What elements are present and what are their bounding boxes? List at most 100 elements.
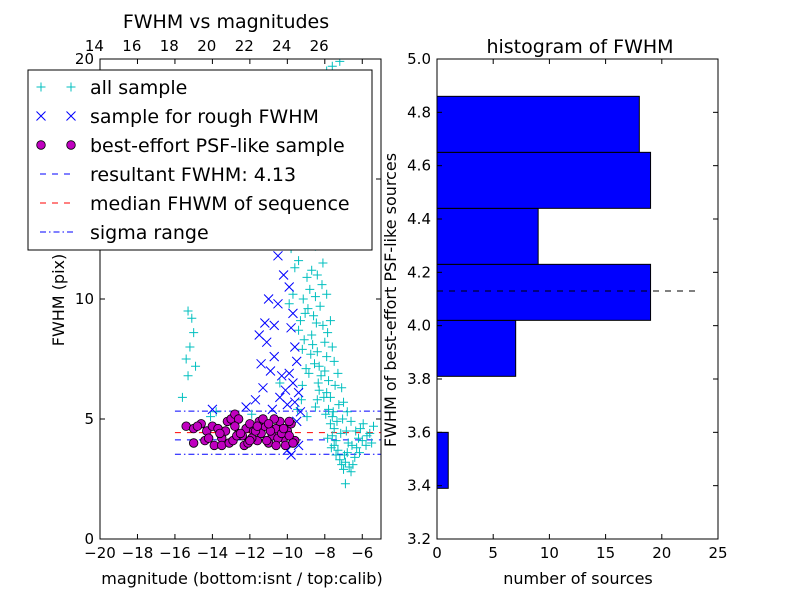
data-point [273, 298, 283, 309]
x-tick-label: −12 [234, 544, 266, 562]
data-point [308, 340, 318, 350]
x-tick-label: 0 [432, 544, 442, 562]
data-point [297, 344, 307, 354]
x-tick-label: 5 [488, 544, 498, 562]
data-point [337, 460, 347, 470]
histogram-y-label: FWHM of best-effort PSF-like sources [381, 153, 400, 447]
data-point [294, 325, 304, 335]
data-point [305, 284, 315, 294]
scatter-y-label: FWHM (pix) [49, 254, 68, 347]
data-point [289, 397, 300, 408]
y-tick-label: 5 [84, 410, 94, 428]
data-point [312, 395, 322, 405]
data-point [252, 421, 263, 431]
data-point [265, 366, 276, 376]
data-point [267, 404, 278, 415]
top-tick-label: 22 [235, 37, 254, 55]
histogram-frame [436, 58, 719, 540]
data-point [355, 424, 365, 434]
legend-marker [66, 140, 76, 150]
data-point [327, 431, 337, 441]
data-point [328, 407, 338, 417]
histogram-bar [436, 431, 449, 489]
data-point [269, 351, 280, 362]
data-point [330, 380, 340, 390]
data-point [203, 433, 214, 443]
scatter-chart: −20 −18 −16 −14 −12 −10 −8 −6 14 16 18 20 22 24 26 0 5 10… [27, 11, 383, 588]
data-point [322, 289, 332, 299]
y-tick-label: 3.6 [407, 423, 431, 441]
data-point [339, 397, 349, 407]
data-point [354, 433, 364, 443]
data-point [286, 450, 296, 460]
data-point [335, 455, 345, 465]
histogram-bar [436, 319, 517, 377]
legend-marker [36, 111, 46, 121]
y-tick-label: 3.2 [407, 530, 431, 548]
y-tick-label: 4.2 [407, 263, 431, 281]
data-point [351, 426, 361, 436]
histogram-bar [436, 263, 652, 321]
data-point [289, 342, 300, 352]
data-point [307, 265, 317, 275]
data-point [262, 435, 272, 446]
data-point [299, 335, 309, 345]
data-point [312, 347, 322, 357]
x-tick-label: −18 [122, 544, 154, 562]
data-point [235, 428, 246, 439]
data-point [271, 440, 281, 451]
data-point [322, 352, 332, 362]
data-point [321, 409, 331, 419]
x-tick-label: −8 [314, 544, 336, 562]
data-point [329, 424, 339, 434]
data-point [284, 368, 295, 379]
data-point [288, 438, 298, 448]
data-point [275, 378, 285, 388]
x-tick-label: −10 [272, 544, 304, 562]
data-point [294, 256, 304, 266]
x-tick-label: −6 [351, 544, 373, 562]
data-point [269, 320, 280, 331]
data-point [191, 361, 201, 371]
data-point [274, 392, 285, 403]
data-point [284, 282, 295, 292]
data-point [357, 436, 367, 446]
data-point [302, 272, 312, 282]
legend-label: resultant FWHM: 4.13 [90, 164, 296, 186]
data-point [331, 436, 341, 446]
legend-box [27, 69, 373, 251]
y-tick-label: 4.4 [407, 210, 431, 228]
data-point [339, 464, 349, 474]
data-point [295, 316, 305, 326]
data-point [302, 412, 312, 422]
data-point [329, 356, 339, 366]
legend-marker [66, 82, 76, 92]
data-point [358, 419, 368, 429]
data-point [322, 388, 332, 398]
data-point [188, 438, 199, 448]
data-point [326, 443, 336, 453]
histogram-bar [436, 95, 640, 153]
data-point [263, 294, 274, 304]
data-point [367, 438, 377, 448]
data-point [350, 452, 360, 462]
legend-label: median FHWM of sequence [90, 193, 350, 215]
data-point [335, 59, 345, 66]
data-point [304, 368, 314, 378]
data-point [332, 416, 342, 426]
y-tick-label: 3.4 [407, 477, 431, 495]
data-point [315, 301, 325, 311]
top-tick-label: 16 [122, 37, 141, 55]
data-point [309, 311, 319, 321]
data-point [338, 414, 348, 424]
y-tick-label: 4.8 [407, 103, 431, 121]
top-tick-label: 24 [272, 37, 291, 55]
data-point [247, 409, 257, 419]
data-point [342, 407, 352, 417]
top-tick-label: 14 [85, 37, 104, 55]
data-point [300, 308, 310, 318]
data-point [313, 378, 323, 388]
data-point [183, 306, 193, 316]
